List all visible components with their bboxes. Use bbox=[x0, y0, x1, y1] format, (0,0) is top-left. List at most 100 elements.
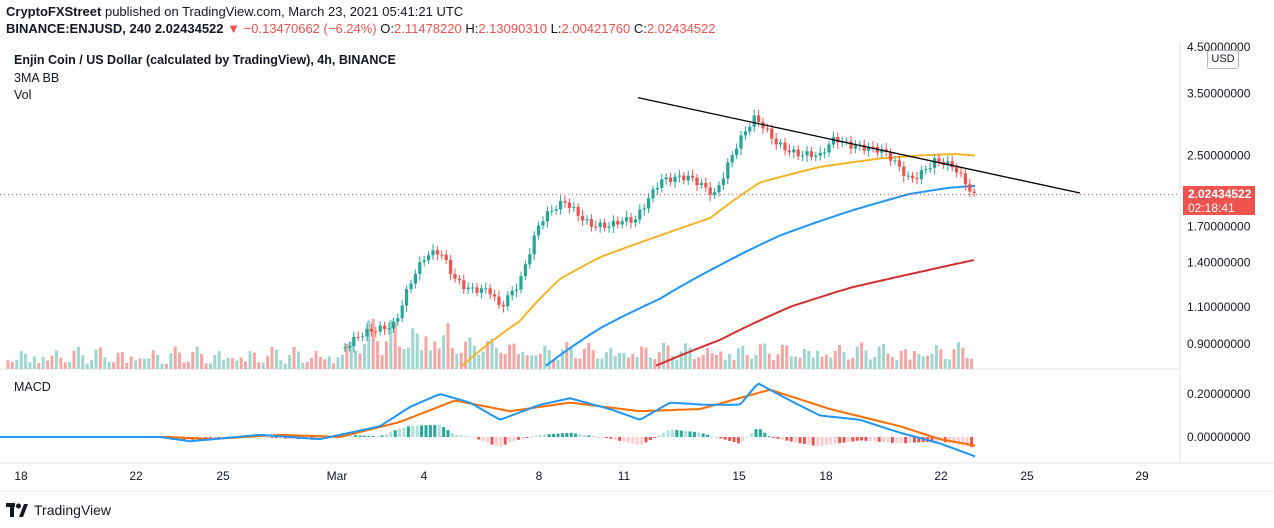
indicator-legend-bb[interactable]: 3MA BB bbox=[14, 71, 60, 85]
volume-bar bbox=[631, 354, 635, 369]
candle-body bbox=[757, 115, 761, 123]
volume-bar bbox=[178, 352, 182, 369]
candle-body bbox=[862, 144, 866, 151]
volume-bar bbox=[868, 359, 872, 369]
volume-bar bbox=[956, 342, 960, 369]
open-value: 2.11478220 bbox=[394, 21, 462, 36]
candle-body bbox=[893, 160, 897, 162]
macd-hist-bar bbox=[855, 437, 859, 441]
volume-bar bbox=[653, 359, 657, 369]
candle-body bbox=[383, 325, 387, 330]
macd-tick-label: 0.20000000 bbox=[1187, 387, 1251, 401]
candle-body bbox=[449, 260, 453, 274]
volume-bar bbox=[252, 352, 256, 369]
volume-bar bbox=[160, 363, 164, 369]
candle-body bbox=[770, 128, 774, 139]
candle-body bbox=[933, 158, 937, 168]
macd-axis[interactable]: 0.20000000 0.00000000 bbox=[1187, 387, 1251, 444]
volume-bar bbox=[406, 347, 410, 369]
volume-bar bbox=[798, 357, 802, 369]
chart-legend-title[interactable]: Enjin Coin / US Dollar (calculated by Tr… bbox=[14, 53, 396, 67]
price-axis[interactable]: 4.500000003.500000002.500000002.00000000… bbox=[1187, 40, 1251, 351]
tradingview-logo-icon bbox=[6, 501, 28, 519]
indicator-legend-macd[interactable]: MACD bbox=[14, 380, 51, 394]
volume-bar bbox=[657, 352, 661, 369]
macd-hist-bar bbox=[547, 434, 551, 437]
price-tick-label: 2.50000000 bbox=[1187, 148, 1251, 162]
candle-body bbox=[567, 202, 571, 208]
volume-bar bbox=[217, 351, 221, 369]
volume-bar bbox=[380, 354, 384, 369]
volume-bar bbox=[772, 359, 776, 369]
volume-bar bbox=[767, 353, 771, 369]
volume-bar bbox=[76, 346, 80, 369]
volume-bar bbox=[824, 354, 828, 369]
macd-hist-bar bbox=[890, 437, 894, 443]
volume-bar bbox=[692, 359, 696, 369]
macd-hist-bar bbox=[556, 433, 560, 437]
candle-body bbox=[427, 255, 431, 261]
tradingview-brand[interactable]: TradingView bbox=[6, 501, 111, 519]
volume-bar bbox=[384, 341, 388, 369]
macd-hist-bar bbox=[468, 436, 472, 438]
candle-body bbox=[501, 304, 505, 307]
candle-body bbox=[440, 254, 444, 256]
candle-body bbox=[435, 250, 439, 255]
candle-body bbox=[409, 283, 413, 290]
high-label: H: bbox=[465, 21, 479, 36]
candle-body bbox=[625, 217, 629, 222]
volume-bar bbox=[402, 349, 406, 369]
volume-bar bbox=[565, 342, 569, 369]
macd-hist-bar bbox=[877, 437, 881, 442]
currency-badge[interactable]: USD bbox=[1207, 50, 1239, 69]
volume-bar bbox=[714, 354, 718, 369]
macd-hist-bar bbox=[882, 437, 886, 443]
volume-bar bbox=[486, 341, 490, 369]
volume-bar bbox=[32, 356, 36, 369]
volume-bar bbox=[204, 363, 208, 369]
volume-bar bbox=[939, 349, 943, 369]
chart-frame bbox=[0, 42, 1274, 492]
time-axis[interactable]: 18 22 25 Mar 4 8 11 15 18 22 25 29 bbox=[14, 469, 1149, 483]
volume-bar bbox=[393, 322, 397, 369]
macd-hist-bar bbox=[736, 437, 740, 444]
candle-body bbox=[554, 209, 558, 211]
volume-bar bbox=[472, 345, 476, 369]
macd-hist-bar bbox=[912, 437, 916, 443]
candle-body bbox=[633, 219, 637, 223]
volume-bar bbox=[173, 346, 177, 369]
macd-hist-bar bbox=[213, 437, 217, 438]
bar-countdown: 02:18:41 bbox=[1188, 201, 1235, 215]
volume-bar bbox=[59, 357, 63, 369]
macd-hist-bar bbox=[952, 437, 956, 444]
volume-bar bbox=[424, 336, 428, 369]
macd-hist-bar bbox=[503, 437, 507, 445]
volume-bar bbox=[318, 356, 322, 369]
candle-body bbox=[915, 178, 919, 180]
volume-bar bbox=[530, 355, 534, 369]
candle-body bbox=[691, 175, 695, 178]
candle-body bbox=[946, 161, 950, 166]
macd-hist-bar bbox=[767, 436, 771, 438]
volume-bar bbox=[921, 356, 925, 369]
author-name[interactable]: CryptoFXStreet bbox=[6, 4, 102, 19]
macd-hist-bar bbox=[371, 436, 375, 438]
publish-text: published on TradingView.com, March 23, … bbox=[101, 4, 464, 19]
macd-hist-bar bbox=[741, 437, 745, 442]
candle-body bbox=[598, 222, 602, 227]
volume-bar bbox=[684, 343, 688, 369]
macd-hist-bar bbox=[490, 437, 494, 445]
candle-body bbox=[647, 198, 651, 209]
candle-body bbox=[801, 155, 805, 157]
candle-body bbox=[374, 331, 378, 333]
volume-bar bbox=[873, 356, 877, 369]
volume-bar bbox=[420, 350, 424, 369]
volume-bar bbox=[367, 320, 371, 369]
volume-bar bbox=[450, 347, 454, 369]
macd-hist-bar bbox=[934, 437, 938, 442]
volume-bar bbox=[965, 358, 969, 369]
indicator-legend-vol[interactable]: Vol bbox=[14, 88, 32, 102]
candle-body bbox=[581, 215, 585, 221]
macd-hist-bar bbox=[600, 437, 604, 438]
